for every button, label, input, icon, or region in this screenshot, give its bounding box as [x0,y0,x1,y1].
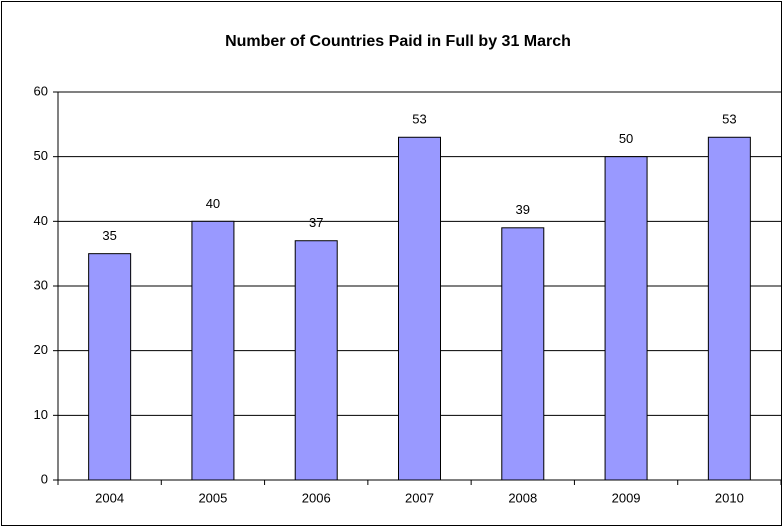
data-label: 37 [309,215,323,230]
bar [88,253,132,481]
data-label: 40 [206,196,220,211]
y-tick-label: 60 [34,83,48,98]
x-tick-label: 2010 [715,490,744,505]
x-tick-label: 2007 [405,490,434,505]
bar [501,227,545,481]
x-tick-label: 2006 [302,490,331,505]
bar [707,136,751,481]
data-label: 35 [102,228,116,243]
x-tick-label: 2005 [198,490,227,505]
y-tick-label: 10 [34,407,48,422]
y-tick-label: 20 [34,342,48,357]
data-label: 53 [722,112,736,127]
bar [604,156,648,481]
chart-title: Number of Countries Paid in Full by 31 M… [225,33,571,50]
x-tick-label: 2004 [95,490,124,505]
data-label: 39 [516,202,530,217]
bar [294,240,338,481]
y-tick-label: 40 [34,213,48,228]
bar [398,136,441,481]
data-label: 50 [619,131,633,146]
y-tick-label: 30 [34,277,48,292]
data-label: 53 [412,112,426,127]
bar [191,220,235,481]
y-tick-label: 50 [34,148,48,163]
y-tick-label: 0 [41,471,48,486]
x-tick-label: 2009 [612,490,641,505]
x-tick-label: 2008 [508,490,537,505]
